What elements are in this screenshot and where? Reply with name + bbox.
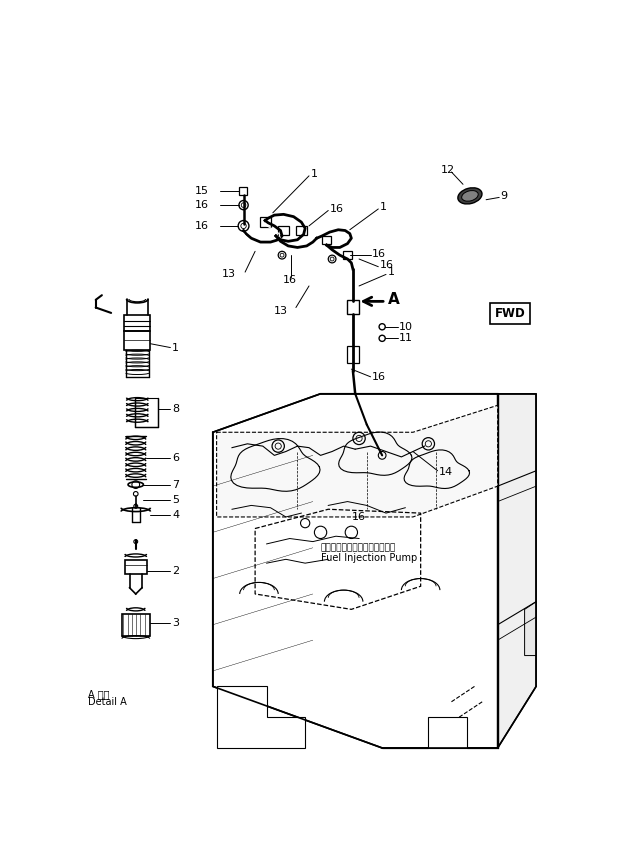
Text: 9: 9 (501, 191, 508, 201)
Bar (122, 614, 150, 636)
Bar (239, 187, 247, 195)
Bar (124, 315, 150, 330)
Text: 16: 16 (195, 221, 209, 231)
Text: A 詳細: A 詳細 (88, 689, 110, 699)
Text: 8: 8 (172, 404, 179, 414)
Text: 3: 3 (172, 618, 179, 628)
Bar (343, 251, 352, 259)
Text: 15: 15 (195, 186, 209, 196)
Bar (278, 226, 289, 235)
Text: 7: 7 (172, 480, 179, 490)
Text: 13: 13 (274, 306, 288, 315)
Text: 16: 16 (372, 372, 386, 382)
Bar (347, 346, 359, 363)
Text: 16: 16 (351, 512, 365, 522)
Bar (490, 303, 530, 325)
Text: 6: 6 (172, 453, 179, 463)
Bar (322, 236, 331, 244)
Text: 16: 16 (372, 249, 386, 259)
Bar (135, 398, 158, 427)
Text: 1: 1 (311, 169, 318, 179)
Polygon shape (382, 717, 498, 748)
Bar (347, 300, 359, 314)
Ellipse shape (462, 191, 478, 201)
Bar (125, 560, 146, 574)
Text: 16: 16 (282, 275, 297, 285)
Text: 13: 13 (222, 270, 236, 279)
Polygon shape (216, 686, 305, 748)
Text: FWD: FWD (494, 307, 525, 320)
Text: 2: 2 (172, 566, 179, 576)
Polygon shape (498, 394, 536, 748)
Bar (124, 330, 150, 350)
Text: 12: 12 (440, 164, 455, 175)
Text: 10: 10 (399, 322, 413, 332)
Text: 16: 16 (195, 200, 209, 210)
Text: 16: 16 (380, 260, 394, 270)
Text: Fuel Injection Pump: Fuel Injection Pump (320, 553, 417, 563)
Polygon shape (216, 405, 498, 517)
Polygon shape (525, 602, 536, 656)
Bar (296, 226, 307, 235)
Text: 1: 1 (388, 267, 395, 277)
Text: 5: 5 (172, 495, 179, 505)
Text: 1: 1 (172, 342, 179, 352)
Text: 14: 14 (439, 467, 453, 477)
Text: フェルインジェクションポンプ: フェルインジェクションポンプ (320, 543, 396, 552)
Text: Detail A: Detail A (88, 697, 126, 706)
Text: 16: 16 (330, 204, 344, 214)
Ellipse shape (458, 188, 482, 204)
Text: 11: 11 (399, 333, 413, 343)
Text: 1: 1 (380, 202, 387, 212)
Text: 4: 4 (172, 510, 179, 520)
Text: A: A (388, 293, 400, 308)
Bar (260, 217, 270, 227)
